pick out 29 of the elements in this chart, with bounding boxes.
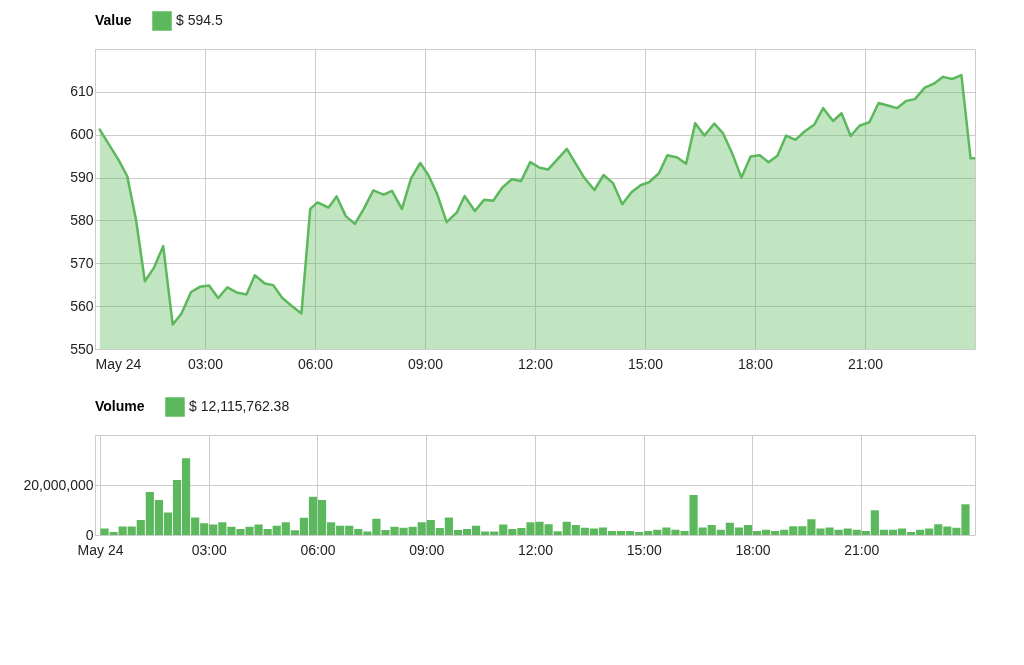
y-tick-label: 600 <box>70 126 94 143</box>
x-tick-label: 09:00 <box>409 541 445 558</box>
x-tick-label: 03:00 <box>187 355 224 372</box>
y-tick-label: 0 <box>85 526 94 543</box>
x-tick-label: 06:00 <box>300 541 336 558</box>
x-tick-label: 09:00 <box>407 355 444 372</box>
x-tick-label: 21:00 <box>847 355 884 372</box>
x-tick-label: 15:00 <box>627 355 664 372</box>
legend-label: $ 594.5 <box>176 12 223 28</box>
x-tick-label: 18:00 <box>737 355 774 372</box>
y-tick-label: 580 <box>70 211 94 228</box>
y-tick-label: 570 <box>70 254 94 271</box>
x-tick-label: 15:00 <box>626 541 662 558</box>
y-tick-label: 20,000,000 <box>23 476 94 493</box>
y-tick-label: 550 <box>70 340 94 357</box>
legend-label: $ 12,115,762.38 <box>189 398 290 414</box>
x-tick-label: 06:00 <box>297 355 334 372</box>
y-tick-label: 560 <box>70 297 94 314</box>
legend-title: Value <box>95 12 132 28</box>
x-tick-label: 03:00 <box>191 541 227 558</box>
x-tick-label: 18:00 <box>735 541 771 558</box>
x-tick-label: May 24 <box>77 541 124 558</box>
x-tick-label: 12:00 <box>517 541 554 558</box>
x-tick-label: 12:00 <box>517 355 554 372</box>
legend-title: Volume <box>95 398 145 414</box>
y-tick-label: 590 <box>70 169 94 186</box>
x-tick-label: May 24 <box>95 355 142 372</box>
y-tick-label: 610 <box>70 83 94 100</box>
x-tick-label: 21:00 <box>844 541 880 558</box>
